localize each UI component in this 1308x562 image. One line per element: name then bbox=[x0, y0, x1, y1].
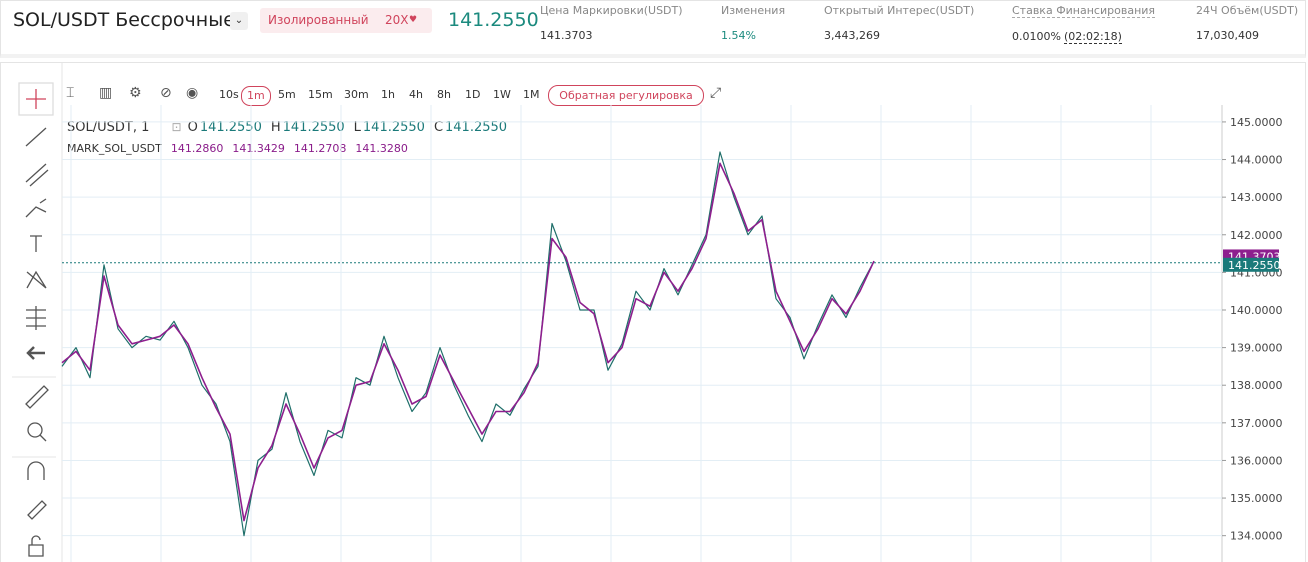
symbol[interactable]: SOL/USDT Бессрочные bbox=[13, 9, 235, 31]
leverage: 20X bbox=[385, 13, 409, 27]
stat: 24Ч Объём(USDT) 17,030,409 bbox=[1196, 4, 1298, 42]
legend-symbol: SOL/USDT, 1 bbox=[67, 120, 150, 135]
interval-button[interactable]: 30m bbox=[344, 88, 369, 101]
stat-label: Цена Маркировки(USDT) bbox=[540, 4, 683, 17]
ohlc-value: 141.2550 bbox=[282, 120, 345, 135]
stat: Цена Маркировки(USDT) 141.3703 bbox=[540, 4, 683, 42]
stat-label: Изменения bbox=[721, 4, 786, 17]
tool-icon[interactable]: ◉ bbox=[186, 85, 199, 101]
header: SOL/USDT Бессрочные ⌄ Изолированный 20X … bbox=[0, 0, 1306, 58]
interval-button[interactable]: 15m bbox=[308, 88, 333, 101]
ohlc-value: 141.2550 bbox=[362, 120, 425, 135]
countdown: (02:02:18) bbox=[1063, 30, 1122, 44]
stat-label: Открытый Интерес(USDT) bbox=[824, 4, 975, 17]
mark-value: 141.3280 bbox=[355, 142, 408, 155]
tool-icon[interactable]: ⌶ bbox=[66, 85, 75, 101]
stat-value-text: 0.0100% bbox=[1012, 30, 1061, 43]
stat-value: 3,443,269 bbox=[824, 29, 974, 42]
stat: Изменения 1.54% bbox=[721, 4, 785, 42]
interval-button[interactable]: 1W bbox=[493, 88, 511, 101]
mark-value: 141.2860 bbox=[170, 142, 224, 155]
stat-value-text: 3,443,269 bbox=[824, 29, 880, 42]
stat-label: Ставка Финансирования bbox=[1012, 4, 1156, 18]
ohlc-value: 141.2550 bbox=[199, 120, 262, 135]
interval-button[interactable]: 5m bbox=[278, 88, 296, 101]
mark-name: MARK_SOL_USDT bbox=[67, 142, 162, 155]
interval-button[interactable]: 8h bbox=[437, 88, 451, 101]
chart-panel bbox=[0, 62, 1306, 562]
tool-icon[interactable]: ⚙ bbox=[129, 85, 142, 101]
stat-value: 141.3703 bbox=[540, 29, 683, 42]
stat-value: 17,030,409 bbox=[1196, 29, 1298, 42]
interval-button[interactable]: 1h bbox=[381, 88, 395, 101]
tool-icon[interactable]: ⤢ bbox=[710, 85, 722, 101]
margin-mode[interactable]: Изолированный 20X ♥ bbox=[260, 8, 432, 33]
stat-value-text: 141.3703 bbox=[540, 29, 593, 42]
stat-value: 0.0100% (02:02:18) bbox=[1012, 30, 1155, 44]
ohlc-label: C bbox=[433, 120, 444, 135]
ohlc-label: O bbox=[187, 120, 198, 135]
heart-icon: ♥ bbox=[409, 15, 418, 25]
ohlc-value: 141.2550 bbox=[445, 120, 508, 135]
interval-button[interactable]: 4h bbox=[409, 88, 423, 101]
interval-button[interactable]: 10s bbox=[219, 88, 239, 101]
last-price: 141.2550 bbox=[448, 9, 539, 31]
mark-value: 141.2708 bbox=[293, 142, 347, 155]
adjust-button[interactable]: Обратная регулировка bbox=[548, 85, 704, 106]
interval-button[interactable]: 1m bbox=[241, 86, 271, 106]
margin-mode-label: Изолированный bbox=[268, 13, 369, 27]
settings-icon: ⊡ bbox=[171, 120, 182, 134]
stat-value: 1.54% bbox=[721, 29, 785, 42]
ohlc-label: H bbox=[270, 120, 281, 135]
ohlc-label: L bbox=[353, 120, 361, 135]
tool-icon[interactable]: ▥ bbox=[99, 85, 113, 101]
legend: SOL/USDT, 1 ⊡ O 141.2550 H 141.2550 L 141.2550… bbox=[67, 120, 507, 135]
stat-value-text: 17,030,409 bbox=[1196, 29, 1259, 42]
stat-label: 24Ч Объём(USDT) bbox=[1196, 4, 1299, 17]
stat-value-text: 1.54% bbox=[721, 29, 756, 42]
interval-button[interactable]: 1M bbox=[523, 88, 540, 101]
stat: Ставка Финансирования 0.0100% (02:02:18) bbox=[1012, 4, 1156, 44]
interval-button[interactable]: 1D bbox=[465, 88, 481, 101]
tool-icon[interactable]: ⊘ bbox=[160, 85, 172, 101]
stat: Открытый Интерес(USDT) 3,443,269 bbox=[824, 4, 974, 42]
symbol-dropdown[interactable]: ⌄ bbox=[230, 12, 248, 30]
mark-legend: MARK_SOL_USDT 141.2860 141.3429 141.2708 141… bbox=[67, 142, 408, 155]
mark-value: 141.3429 bbox=[232, 142, 285, 155]
